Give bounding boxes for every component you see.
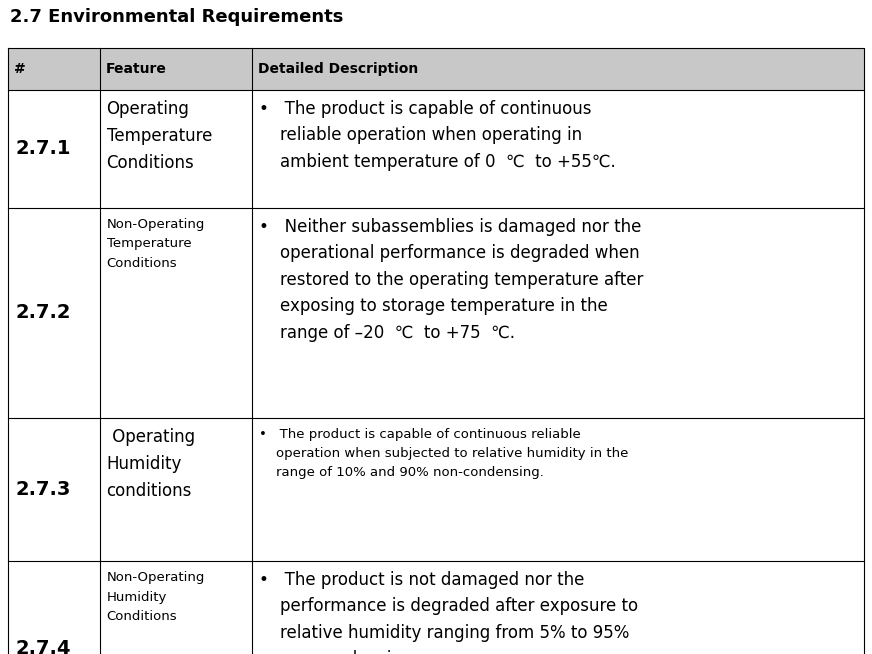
Bar xyxy=(8,48,864,90)
Text: 2.7 Environmental Requirements: 2.7 Environmental Requirements xyxy=(10,8,344,26)
Text: 2.7.1: 2.7.1 xyxy=(15,139,71,158)
Text: •   The product is not damaged nor the
    performance is degraded after exposur: • The product is not damaged nor the per… xyxy=(259,571,638,654)
Text: Detailed Description: Detailed Description xyxy=(258,62,419,76)
Text: 2.7.4: 2.7.4 xyxy=(15,639,71,654)
Text: •   The product is capable of continuous reliable
    operation when subjected t: • The product is capable of continuous r… xyxy=(259,428,629,479)
Text: Non-Operating
Temperature
Conditions: Non-Operating Temperature Conditions xyxy=(106,218,205,270)
Text: 2.7.2: 2.7.2 xyxy=(15,303,71,322)
Text: Operating
Humidity
conditions: Operating Humidity conditions xyxy=(106,428,194,500)
Text: Non-Operating
Humidity
Conditions: Non-Operating Humidity Conditions xyxy=(106,571,205,623)
Text: 2.7.3: 2.7.3 xyxy=(15,480,71,499)
Text: Feature: Feature xyxy=(106,62,167,76)
Text: •   The product is capable of continuous
    reliable operation when operating i: • The product is capable of continuous r… xyxy=(259,100,616,171)
Text: Operating
Temperature
Conditions: Operating Temperature Conditions xyxy=(106,100,212,172)
Text: #: # xyxy=(14,62,26,76)
Text: •   Neither subassemblies is damaged nor the
    operational performance is degr: • Neither subassemblies is damaged nor t… xyxy=(259,218,644,341)
